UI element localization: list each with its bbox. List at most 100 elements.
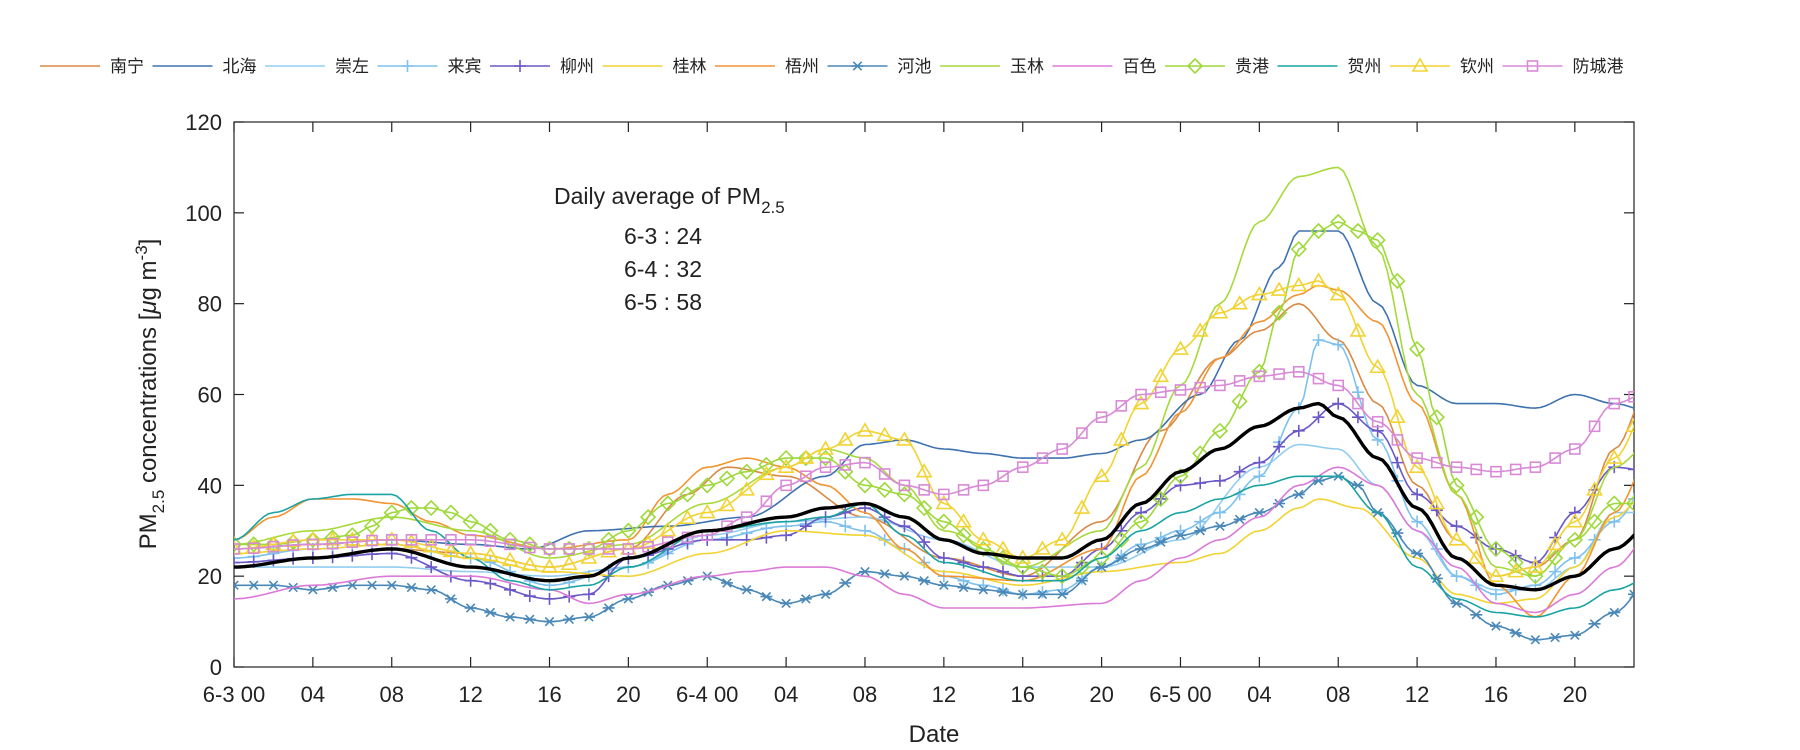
data-point-marker bbox=[442, 504, 460, 521]
data-point-marker bbox=[622, 594, 635, 604]
data-point-marker bbox=[955, 513, 972, 528]
y-tick-label: 20 bbox=[198, 564, 222, 589]
data-point-marker bbox=[1154, 386, 1167, 399]
data-point-marker bbox=[1310, 272, 1327, 287]
data-point-marker bbox=[304, 531, 322, 548]
data-point-marker bbox=[916, 499, 933, 517]
data-point-marker bbox=[918, 484, 930, 496]
x-tick-label: 12 bbox=[458, 682, 482, 707]
series-line bbox=[234, 371, 1634, 550]
data-point-marker bbox=[1115, 400, 1128, 412]
data-point-marker bbox=[403, 533, 420, 548]
data-point-marker bbox=[464, 603, 477, 613]
data-point-marker bbox=[541, 558, 558, 573]
data-point-marker bbox=[1076, 427, 1088, 439]
data-point-marker bbox=[1073, 499, 1091, 514]
data-point-marker bbox=[346, 536, 359, 548]
data-point-marker bbox=[1273, 368, 1285, 380]
data-point-marker bbox=[758, 456, 775, 474]
data-point-marker bbox=[1132, 394, 1150, 410]
data-point-marker bbox=[1253, 507, 1266, 518]
data-point-marker bbox=[1408, 340, 1426, 358]
data-point-marker bbox=[514, 60, 526, 72]
data-point-marker bbox=[642, 540, 654, 553]
data-point-marker bbox=[836, 431, 854, 446]
data-point-marker bbox=[896, 486, 913, 503]
data-point-marker bbox=[1186, 57, 1204, 75]
data-point-marker bbox=[1371, 415, 1384, 428]
data-point-marker bbox=[878, 569, 891, 579]
data-point-marker bbox=[306, 585, 319, 595]
data-point-marker bbox=[1036, 589, 1049, 600]
data-point-marker bbox=[563, 614, 576, 625]
data-point-marker bbox=[876, 426, 894, 442]
data-point-marker bbox=[504, 612, 517, 622]
data-point-marker bbox=[817, 440, 834, 455]
data-point-marker bbox=[718, 470, 736, 487]
data-point-marker bbox=[1408, 458, 1426, 473]
data-point-marker bbox=[817, 449, 834, 467]
data-point-marker bbox=[422, 538, 440, 553]
data-point-marker bbox=[1628, 463, 1634, 476]
data-point-marker bbox=[1135, 506, 1148, 519]
data-point-marker bbox=[245, 536, 262, 553]
data-point-marker bbox=[839, 459, 852, 471]
legend-label: 河池 bbox=[898, 57, 932, 76]
data-point-marker bbox=[1625, 417, 1634, 433]
data-point-marker bbox=[1253, 456, 1266, 469]
data-point-marker bbox=[1487, 540, 1505, 558]
data-point-marker bbox=[383, 504, 400, 521]
data-point-marker bbox=[1332, 397, 1345, 410]
data-point-marker bbox=[878, 511, 891, 524]
series-line bbox=[234, 221, 1634, 577]
data-point-marker bbox=[1351, 480, 1364, 491]
data-point-marker bbox=[234, 580, 240, 591]
data-point-marker bbox=[1312, 334, 1325, 346]
data-point-marker bbox=[639, 508, 657, 526]
data-point-marker bbox=[1411, 57, 1429, 72]
x-tick-label: 04 bbox=[1247, 682, 1271, 707]
data-point-marker bbox=[462, 513, 479, 530]
legend-label: 柳州 bbox=[560, 57, 594, 76]
data-point-marker bbox=[1095, 411, 1108, 424]
data-point-marker bbox=[1194, 525, 1207, 536]
legend-item: 贺州 bbox=[1277, 57, 1382, 76]
data-point-marker bbox=[957, 484, 970, 496]
legend-item: 百色 bbox=[1052, 57, 1157, 76]
data-point-marker bbox=[1093, 549, 1110, 567]
data-point-marker bbox=[1054, 568, 1071, 585]
data-point-marker bbox=[385, 580, 398, 591]
x-tick-label: 6-3 00 bbox=[203, 682, 265, 707]
data-point-marker bbox=[1526, 60, 1539, 72]
data-point-marker bbox=[1213, 474, 1226, 487]
data-point-marker bbox=[583, 543, 595, 555]
y-axis-title: PM2.5 concentrations [μg m-3] bbox=[132, 239, 168, 550]
data-point-marker bbox=[1369, 231, 1386, 249]
data-point-marker bbox=[1016, 589, 1029, 600]
data-point-marker bbox=[1213, 521, 1226, 531]
x-tick-label: 04 bbox=[301, 682, 325, 707]
data-point-marker bbox=[366, 534, 378, 547]
data-point-marker bbox=[1568, 552, 1581, 564]
data-point-marker bbox=[738, 463, 755, 480]
data-point-marker bbox=[1349, 222, 1367, 240]
data-point-marker bbox=[938, 488, 950, 501]
data-point-marker bbox=[1036, 452, 1049, 464]
data-point-marker bbox=[997, 587, 1010, 597]
data-point-marker bbox=[1174, 384, 1187, 396]
legend-item: 柳州 bbox=[490, 57, 594, 76]
data-point-marker bbox=[1369, 358, 1387, 374]
data-point-marker bbox=[1174, 479, 1187, 492]
data-point-marker bbox=[582, 588, 595, 601]
data-point-marker bbox=[1509, 628, 1522, 638]
data-point-marker bbox=[799, 520, 812, 533]
data-point-marker bbox=[839, 520, 852, 533]
data-point-marker bbox=[326, 537, 339, 550]
data-point-marker bbox=[799, 594, 812, 604]
data-point-marker bbox=[1310, 222, 1327, 240]
data-point-marker bbox=[1468, 508, 1485, 526]
data-point-marker bbox=[957, 582, 970, 593]
data-point-marker bbox=[1549, 632, 1562, 643]
data-point-marker bbox=[1233, 514, 1246, 525]
data-point-marker bbox=[856, 477, 874, 494]
